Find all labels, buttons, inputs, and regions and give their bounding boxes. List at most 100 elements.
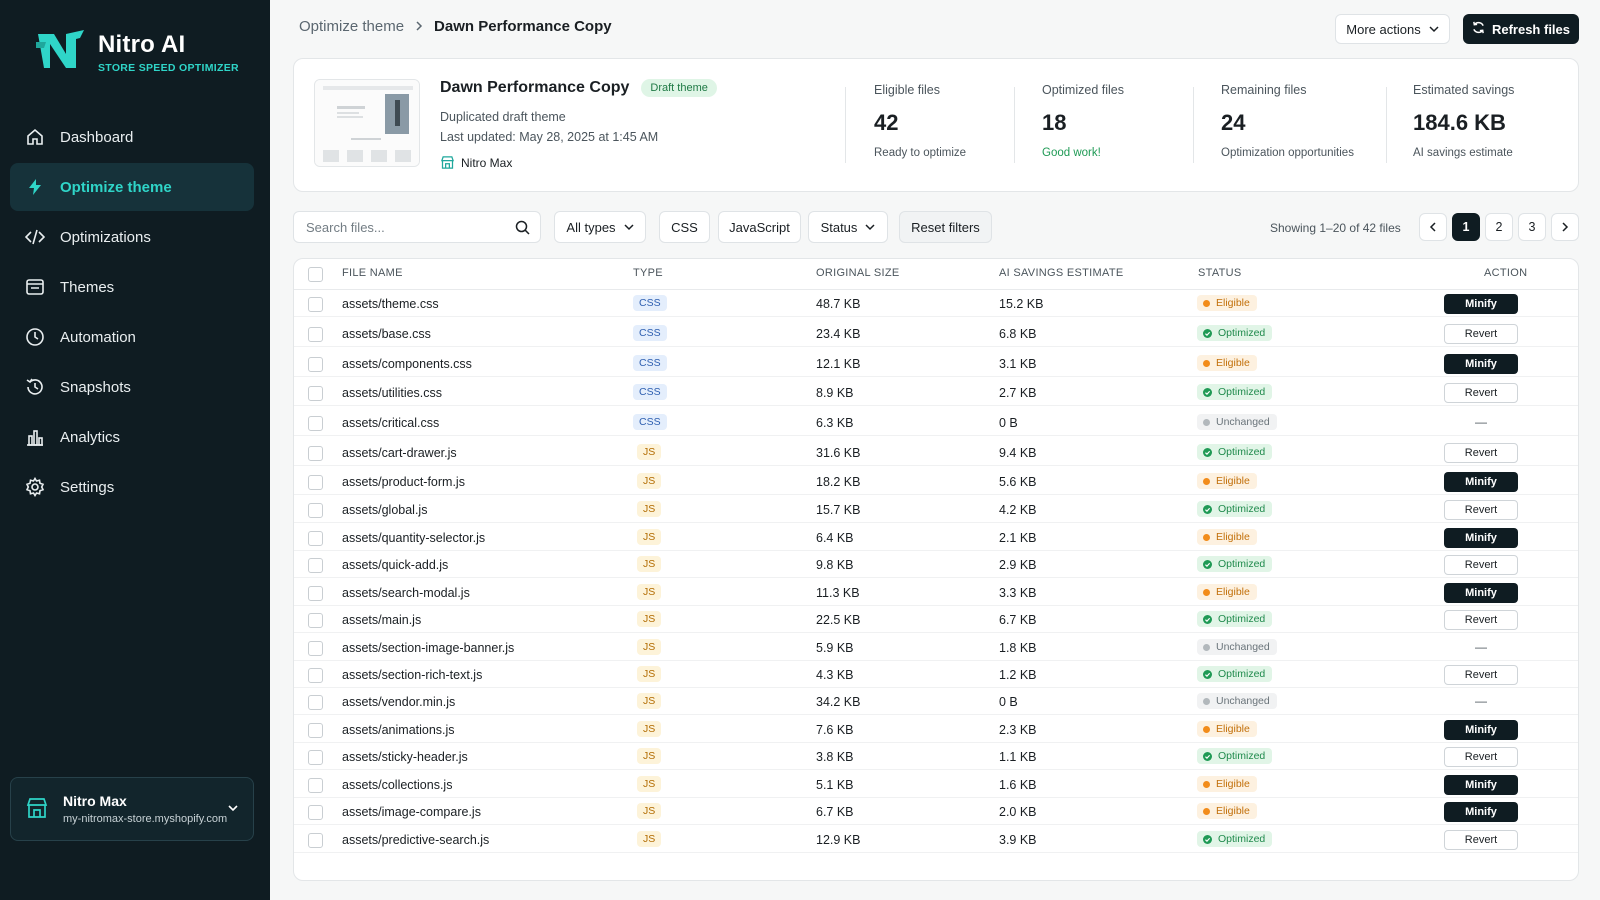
revert-button[interactable]: Revert xyxy=(1444,830,1518,850)
file-name[interactable]: assets/global.js xyxy=(342,503,428,517)
file-name[interactable]: assets/utilities.css xyxy=(342,386,443,400)
status-dropdown[interactable]: Status xyxy=(808,211,888,243)
row-checkbox[interactable] xyxy=(308,327,323,342)
table-row[interactable]: assets/collections.js JS 5.1 KB 1.6 KB Eligi… xyxy=(294,771,1578,798)
revert-button[interactable]: Revert xyxy=(1444,383,1518,403)
table-row[interactable]: assets/predictive-search.js JS 12.9 KB 3.9 … xyxy=(294,826,1578,853)
all-types-dropdown[interactable]: All types xyxy=(554,211,646,243)
row-checkbox[interactable] xyxy=(308,805,323,820)
row-checkbox[interactable] xyxy=(308,446,323,461)
minify-button[interactable]: Minify xyxy=(1444,472,1518,492)
search-field[interactable] xyxy=(293,211,541,243)
sidebar-item-snapshots[interactable]: Snapshots xyxy=(10,363,254,411)
table-row[interactable]: assets/cart-drawer.js JS 31.6 KB 9.4 KB Opti… xyxy=(294,439,1578,466)
revert-button[interactable]: Revert xyxy=(1444,747,1518,767)
minify-button[interactable]: Minify xyxy=(1444,528,1518,548)
file-name[interactable]: assets/critical.css xyxy=(342,416,440,430)
sidebar-item-optimizations[interactable]: Optimizations xyxy=(10,213,254,261)
minify-button[interactable]: Minify xyxy=(1444,583,1518,603)
revert-button[interactable]: Revert xyxy=(1444,555,1518,575)
file-name[interactable]: assets/theme.css xyxy=(342,297,439,311)
row-checkbox[interactable] xyxy=(308,695,323,710)
column-header-type[interactable]: TYPE xyxy=(633,267,663,279)
minify-button[interactable]: Minify xyxy=(1444,720,1518,740)
row-checkbox[interactable] xyxy=(308,503,323,518)
pagination-page-3[interactable]: 3 xyxy=(1518,213,1546,241)
row-checkbox[interactable] xyxy=(308,357,323,372)
file-name[interactable]: assets/product-form.js xyxy=(342,475,465,489)
minify-button[interactable]: Minify xyxy=(1444,294,1518,314)
row-checkbox[interactable] xyxy=(308,297,323,312)
select-all-checkbox[interactable] xyxy=(308,267,323,282)
table-row[interactable]: assets/vendor.min.js JS 34.2 KB 0 B Unchange… xyxy=(294,688,1578,715)
revert-button[interactable]: Revert xyxy=(1444,665,1518,685)
javascript-filter-button[interactable]: JavaScript xyxy=(718,211,801,243)
revert-button[interactable]: Revert xyxy=(1444,324,1518,344)
breadcrumb-parent[interactable]: Optimize theme xyxy=(299,18,405,35)
row-checkbox[interactable] xyxy=(308,613,323,628)
revert-button[interactable]: Revert xyxy=(1444,500,1518,520)
file-name[interactable]: assets/predictive-search.js xyxy=(342,833,490,847)
column-header-original-size[interactable]: ORIGINAL SIZE xyxy=(816,267,900,279)
table-row[interactable]: assets/base.css CSS 23.4 KB 6.8 KB Optimized… xyxy=(294,320,1578,347)
pagination-next-button[interactable] xyxy=(1551,213,1579,241)
file-name[interactable]: assets/sticky-header.js xyxy=(342,750,468,764)
row-checkbox[interactable] xyxy=(308,416,323,431)
pagination-page-1[interactable]: 1 xyxy=(1452,213,1480,241)
file-name[interactable]: assets/collections.js xyxy=(342,778,453,792)
table-row[interactable]: assets/section-rich-text.js JS 4.3 KB 1.2 K… xyxy=(294,661,1578,688)
file-name[interactable]: assets/section-rich-text.js xyxy=(342,668,483,682)
sidebar-item-themes[interactable]: Themes xyxy=(10,263,254,311)
table-row[interactable]: assets/utilities.css CSS 8.9 KB 2.7 KB Optim… xyxy=(294,379,1578,406)
store-switcher[interactable]: Nitro Max my-nitromax-store.myshopify.co… xyxy=(10,777,254,841)
file-name[interactable]: assets/quantity-selector.js xyxy=(342,531,486,545)
file-name[interactable]: assets/image-compare.js xyxy=(342,805,481,819)
revert-button[interactable]: Revert xyxy=(1444,610,1518,630)
table-row[interactable]: assets/product-form.js JS 18.2 KB 5.6 KB Eli… xyxy=(294,468,1578,495)
table-row[interactable]: assets/components.css CSS 12.1 KB 3.1 KB Eli… xyxy=(294,350,1578,377)
table-row[interactable]: assets/critical.css CSS 6.3 KB 0 B Unchanged… xyxy=(294,409,1578,436)
row-checkbox[interactable] xyxy=(308,723,323,738)
file-name[interactable]: assets/search-modal.js xyxy=(342,586,470,600)
reset-filters-button[interactable]: Reset filters xyxy=(899,211,992,243)
file-name[interactable]: assets/components.css xyxy=(342,357,472,371)
more-actions-button[interactable]: More actions xyxy=(1335,14,1450,44)
row-checkbox[interactable] xyxy=(308,531,323,546)
file-name[interactable]: assets/base.css xyxy=(342,327,431,341)
row-checkbox[interactable] xyxy=(308,475,323,490)
pagination-page-2[interactable]: 2 xyxy=(1485,213,1513,241)
column-header-ai-savings[interactable]: AI SAVINGS ESTIMATE xyxy=(999,267,1124,279)
file-name[interactable]: assets/quick-add.js xyxy=(342,558,449,572)
column-header-file-name[interactable]: FILE NAME xyxy=(342,267,403,279)
minify-button[interactable]: Minify xyxy=(1444,354,1518,374)
row-checkbox[interactable] xyxy=(308,750,323,765)
row-checkbox[interactable] xyxy=(308,641,323,656)
brand[interactable]: Nitro AI STORE SPEED OPTIMIZER xyxy=(36,28,239,76)
table-row[interactable]: assets/global.js JS 15.7 KB 4.2 KB Optimized… xyxy=(294,496,1578,523)
table-row[interactable]: assets/search-modal.js JS 11.3 KB 3.3 KB Eli… xyxy=(294,579,1578,606)
row-checkbox[interactable] xyxy=(308,833,323,848)
row-checkbox[interactable] xyxy=(308,668,323,683)
sidebar-item-settings[interactable]: Settings xyxy=(10,463,254,511)
table-row[interactable]: assets/sticky-header.js JS 3.8 KB 1.1 KB Opt… xyxy=(294,743,1578,770)
file-name[interactable]: assets/main.js xyxy=(342,613,422,627)
sidebar-item-optimize-theme[interactable]: Optimize theme xyxy=(10,163,254,211)
revert-button[interactable]: Revert xyxy=(1444,443,1518,463)
minify-button[interactable]: Minify xyxy=(1444,775,1518,795)
column-header-status[interactable]: STATUS xyxy=(1198,267,1242,279)
file-name[interactable]: assets/section-image-banner.js xyxy=(342,641,515,655)
table-row[interactable]: assets/theme.css CSS 48.7 KB 15.2 KB Eligibl… xyxy=(294,290,1578,317)
row-checkbox[interactable] xyxy=(308,558,323,573)
refresh-files-button[interactable]: Refresh files xyxy=(1463,14,1579,44)
sidebar-item-automation[interactable]: Automation xyxy=(10,313,254,361)
sidebar-item-dashboard[interactable]: Dashboard xyxy=(10,113,254,161)
minify-button[interactable]: Minify xyxy=(1444,802,1518,822)
table-row[interactable]: assets/animations.js JS 7.6 KB 2.3 KB Eligib… xyxy=(294,716,1578,743)
row-checkbox[interactable] xyxy=(308,778,323,793)
sidebar-item-analytics[interactable]: Analytics xyxy=(10,413,254,461)
search-input[interactable] xyxy=(306,219,506,235)
file-name[interactable]: assets/vendor.min.js xyxy=(342,695,456,709)
table-row[interactable]: assets/main.js JS 22.5 KB 6.7 KB Optimized Re… xyxy=(294,606,1578,633)
row-checkbox[interactable] xyxy=(308,386,323,401)
table-row[interactable]: assets/section-image-banner.js JS 5.9 KB 1.… xyxy=(294,634,1578,661)
